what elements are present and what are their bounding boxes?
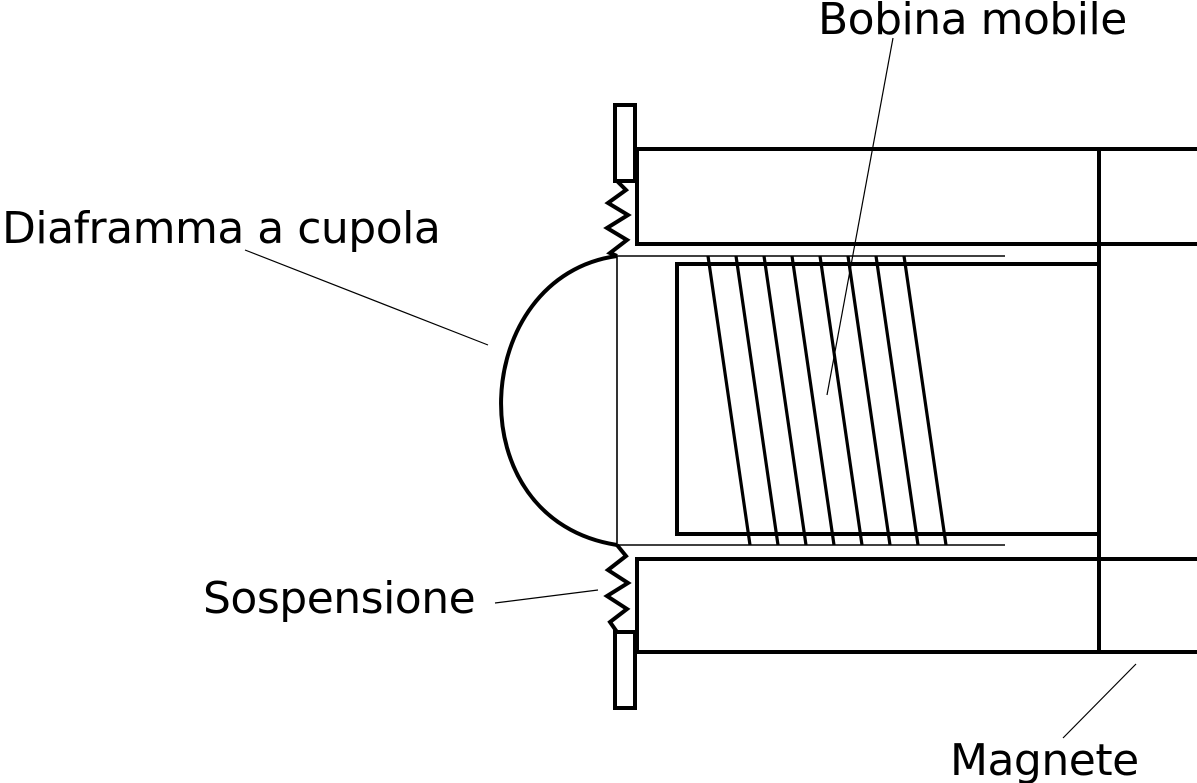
leader-magnet xyxy=(1062,663,1137,739)
label-dome: Diaframma a cupola xyxy=(2,203,440,254)
coil-turn xyxy=(818,255,864,546)
coil-turn xyxy=(762,255,808,546)
leader-suspension xyxy=(494,589,599,604)
top-pole-plate xyxy=(635,147,1197,246)
front-flange-top xyxy=(613,103,637,183)
coil-turn xyxy=(734,255,780,546)
coil-turn xyxy=(902,255,948,546)
suspension-top xyxy=(603,179,632,258)
label-suspension: Sospensione xyxy=(203,573,475,624)
center-pole-piece xyxy=(675,262,1101,536)
front-flange-bottom xyxy=(613,630,637,710)
coil-turn xyxy=(790,255,836,546)
bottom-pole-plate xyxy=(635,557,1197,654)
leader-voice-coil xyxy=(826,37,894,396)
label-voice-coil: Bobina mobile xyxy=(818,0,1127,45)
coil-turn xyxy=(874,255,920,546)
voice-coil-windings xyxy=(706,255,948,546)
coil-turn xyxy=(846,255,892,546)
label-magnet: Magnete xyxy=(950,735,1139,783)
suspension-bottom xyxy=(603,543,632,634)
leader-dome xyxy=(244,249,489,346)
coil-turn xyxy=(706,255,752,546)
magnet-block xyxy=(1097,147,1197,654)
dome-diaphragm xyxy=(499,254,618,547)
